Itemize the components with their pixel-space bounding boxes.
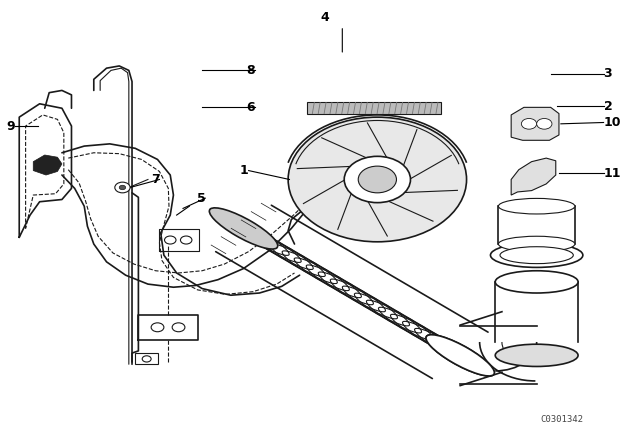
Circle shape <box>172 323 185 332</box>
Ellipse shape <box>495 344 578 366</box>
Circle shape <box>344 156 410 202</box>
Polygon shape <box>33 155 62 175</box>
Text: 2: 2 <box>604 99 612 112</box>
Ellipse shape <box>499 198 575 214</box>
Ellipse shape <box>500 247 573 263</box>
Ellipse shape <box>209 208 278 249</box>
Text: 1: 1 <box>240 164 248 177</box>
Text: 3: 3 <box>604 67 612 80</box>
Circle shape <box>358 166 396 193</box>
Polygon shape <box>511 108 559 140</box>
Ellipse shape <box>499 236 575 252</box>
Ellipse shape <box>426 335 494 376</box>
Text: 7: 7 <box>150 173 159 186</box>
Circle shape <box>180 236 192 244</box>
Ellipse shape <box>490 243 583 267</box>
Text: 6: 6 <box>246 101 255 114</box>
Text: 4: 4 <box>321 11 330 24</box>
Bar <box>135 353 157 364</box>
Text: 10: 10 <box>604 116 621 129</box>
Ellipse shape <box>495 271 578 293</box>
Ellipse shape <box>426 335 494 376</box>
Text: 5: 5 <box>196 192 205 205</box>
Text: 11: 11 <box>604 167 621 180</box>
Circle shape <box>142 356 151 362</box>
Text: 8: 8 <box>246 64 255 77</box>
Circle shape <box>522 118 537 129</box>
Text: 9: 9 <box>7 120 15 133</box>
Circle shape <box>288 117 467 242</box>
Circle shape <box>164 236 176 244</box>
Circle shape <box>115 182 130 193</box>
Bar <box>307 103 441 114</box>
Text: C0301342: C0301342 <box>541 415 584 424</box>
Circle shape <box>119 185 125 190</box>
Circle shape <box>151 323 164 332</box>
Polygon shape <box>511 158 556 195</box>
Circle shape <box>537 118 552 129</box>
